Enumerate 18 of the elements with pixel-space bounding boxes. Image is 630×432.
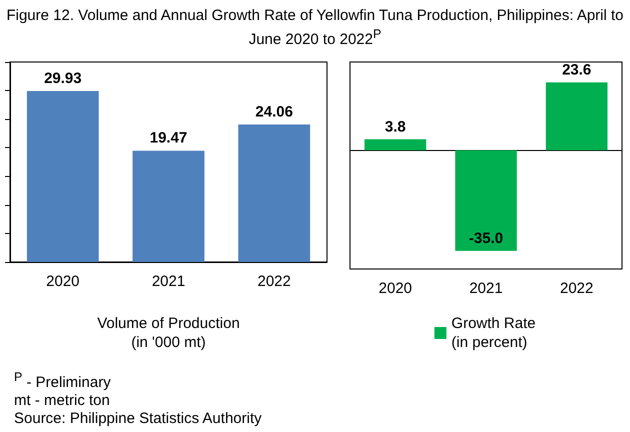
x-tick-label: 2020 bbox=[378, 280, 412, 297]
chart-title: Figure 12. Volume and Annual Growth Rate of Yellowfin Tuna Production, Philippines: April to June 2020 to 2022$^{P}$ bbox=[5, 6, 625, 49]
x-tick-label: 2022 bbox=[560, 280, 594, 297]
x-tick-label: 2021 bbox=[469, 280, 503, 297]
legend-label: Growth Rate (in percent) bbox=[451, 315, 536, 351]
data-label: 23.6 bbox=[562, 61, 592, 78]
x-axis-title: Volume of Production (in '000 mt) bbox=[97, 315, 240, 351]
data-label: 19.47 bbox=[150, 130, 188, 147]
text: $^{P}$ - Preliminary bbox=[14, 369, 112, 392]
data-label: 3.8 bbox=[384, 118, 406, 136]
x-tick-label: 2020 bbox=[46, 273, 80, 290]
data-label: -35.0 bbox=[468, 230, 504, 247]
x-tick-label: 2021 bbox=[152, 273, 186, 290]
data-label: 24.06 bbox=[255, 104, 293, 121]
text: mt - metric ton bbox=[14, 392, 111, 410]
source-note: Source: Philippine Statistics Authority bbox=[14, 410, 262, 428]
data-label: 29.93 bbox=[44, 70, 82, 87]
x-tick-label: 2022 bbox=[257, 273, 291, 290]
